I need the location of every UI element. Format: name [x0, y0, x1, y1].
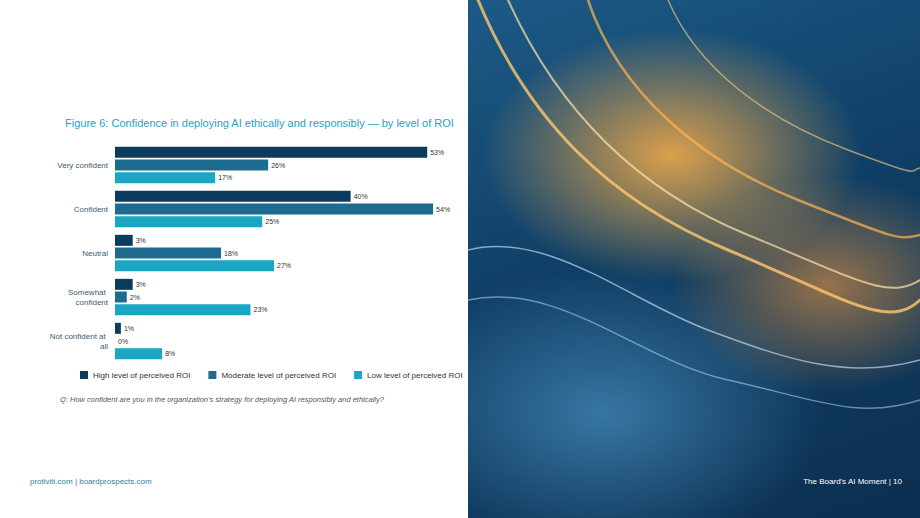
svg-text:High level of perceived ROI: High level of perceived ROI: [93, 371, 190, 380]
svg-text:23%: 23%: [253, 306, 267, 313]
svg-text:Not confident at: Not confident at: [50, 332, 108, 341]
svg-text:Low level of perceived ROI: Low level of perceived ROI: [367, 371, 463, 380]
svg-text:25%: 25%: [265, 218, 279, 225]
svg-text:54%: 54%: [436, 206, 450, 213]
svg-text:Neutral: Neutral: [82, 249, 108, 258]
svg-text:confident: confident: [76, 298, 109, 307]
svg-text:3%: 3%: [136, 281, 146, 288]
svg-text:17%: 17%: [218, 174, 232, 181]
svg-text:Very confident: Very confident: [57, 161, 108, 170]
svg-text:40%: 40%: [354, 193, 368, 200]
svg-text:8%: 8%: [165, 350, 175, 357]
svg-text:1%: 1%: [124, 325, 134, 332]
svg-text:0%: 0%: [118, 338, 128, 345]
html-text:Q: How confident are you in th: Q: How confident are you in the organiza…: [60, 395, 384, 404]
svg-text:53%: 53%: [430, 149, 444, 156]
html-text:The Board's AI Moment | 10: The Board's AI Moment | 10: [803, 477, 902, 486]
svg-text:Somewhat: Somewhat: [68, 288, 108, 297]
svg-text:18%: 18%: [224, 250, 238, 257]
svg-text:26%: 26%: [271, 162, 285, 169]
html-text:protiviti.com | boardprospects: protiviti.com | boardprospects.com: [30, 477, 152, 486]
svg-text:Figure 6: Confidence in deploy: Figure 6: Confidence in deploying AI eth…: [65, 117, 454, 129]
svg-text:27%: 27%: [277, 262, 291, 269]
svg-text:all: all: [100, 342, 108, 351]
svg-text:Confident: Confident: [74, 205, 109, 214]
svg-text:2%: 2%: [130, 294, 140, 301]
svg-text:3%: 3%: [136, 237, 146, 244]
svg-text:Moderate level of perceived RO: Moderate level of perceived ROI: [221, 371, 336, 380]
